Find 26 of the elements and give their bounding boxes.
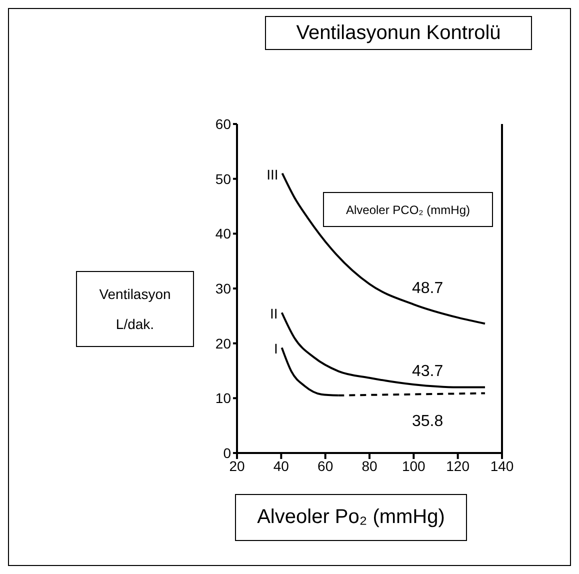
x-tick-label: 40 xyxy=(273,458,290,474)
x-tick-label: 60 xyxy=(318,458,334,474)
series-label: I xyxy=(274,340,278,357)
annotation: Alveoler PCO₂ (mmHg) xyxy=(346,202,470,216)
x-tick-label: 120 xyxy=(446,458,470,474)
x-tick-label: 20 xyxy=(229,458,245,474)
series-label: II xyxy=(270,306,278,322)
annotation: 35.8 xyxy=(412,413,444,430)
x-tick-label: 80 xyxy=(362,458,378,474)
y-axis-title: Ventilasyon L/dak. xyxy=(98,285,172,334)
series-label: III xyxy=(266,166,278,182)
annotation: 48.7 xyxy=(412,280,444,297)
y-tick-label: 0 xyxy=(223,444,232,461)
x-axis-title: Alveoler Po₂ (mmHg) xyxy=(257,506,445,529)
y-tick-label: 30 xyxy=(215,280,232,296)
y-tick-label: 40 xyxy=(215,226,232,242)
line-series xyxy=(280,312,486,388)
annotation: 43.7 xyxy=(412,363,444,380)
chart-title: Ventilasyonun Kontrolü xyxy=(296,22,501,44)
line-series xyxy=(281,172,486,325)
x-tick-label: 140 xyxy=(490,458,514,474)
x-tick-label: 100 xyxy=(402,458,426,474)
y-tick-label: 20 xyxy=(215,335,232,352)
y-tick-label: 10 xyxy=(215,390,232,406)
y-tick-label: 50 xyxy=(215,170,232,187)
y-tick-label: 60 xyxy=(215,116,232,132)
